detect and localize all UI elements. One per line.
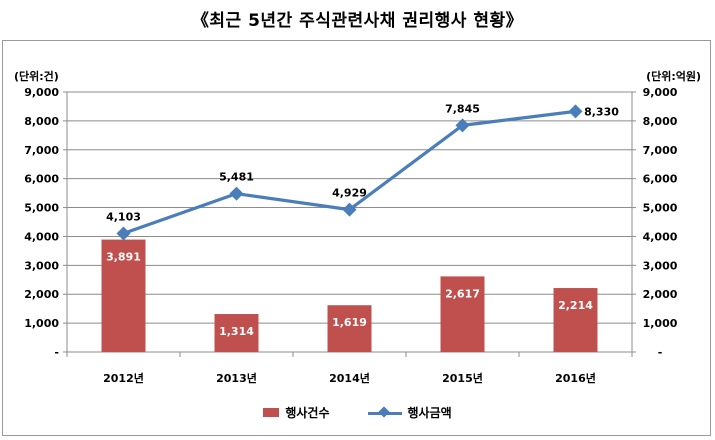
bar	[101, 239, 146, 352]
chart-frame	[2, 40, 711, 436]
right-tick-label: 9,000	[643, 86, 678, 99]
right-tick-label: 2,000	[643, 288, 678, 301]
line-data-label: 8,330	[584, 105, 619, 118]
line-marker	[568, 104, 583, 119]
left-tick-label: -	[54, 346, 59, 359]
right-tick-label: 5,000	[643, 202, 678, 215]
legend-bar-swatch	[263, 408, 280, 417]
line-data-label: 4,929	[332, 187, 367, 200]
x-tick-label: 2016년	[555, 371, 596, 385]
legend-line-swatch	[367, 405, 402, 419]
bar	[214, 314, 259, 352]
line-marker	[229, 186, 244, 201]
line-data-label: 5,481	[219, 171, 254, 184]
legend-item-line: 행사금액	[367, 404, 452, 421]
right-tick-label: 1,000	[643, 317, 678, 330]
left-tick-label: 6,000	[24, 173, 59, 186]
x-tick-label: 2012년	[103, 371, 144, 385]
bar-data-label: 3,891	[106, 251, 141, 264]
right-tick-label: 4,000	[643, 230, 678, 243]
left-tick-label: 8,000	[24, 115, 59, 128]
chart-title: 《최근 5년간 주식관련사채 권리행사 현황》	[191, 11, 524, 31]
left-tick-label: 1,000	[24, 317, 59, 330]
right-tick-label: -	[658, 346, 663, 359]
bar	[440, 276, 485, 352]
legend-label-line: 행사금액	[407, 406, 452, 420]
x-tick-label: 2014년	[329, 371, 370, 385]
x-tick-label: 2013년	[216, 371, 257, 385]
left-tick-label: 3,000	[24, 259, 59, 272]
bar-data-label: 2,617	[445, 287, 480, 300]
line-marker	[342, 202, 357, 217]
right-tick-label: 3,000	[643, 259, 678, 272]
right-tick-label: 8,000	[643, 115, 678, 128]
bar-data-label: 2,214	[558, 299, 593, 312]
left-tick-label: 4,000	[24, 230, 59, 243]
line-marker	[455, 118, 470, 133]
left-tick-label: 2,000	[24, 288, 59, 301]
bar-data-label: 1,619	[332, 316, 367, 329]
line-data-label: 4,103	[106, 210, 141, 223]
right-tick-label: 6,000	[643, 173, 678, 186]
legend: 행사건수 행사금액	[0, 404, 715, 421]
bar	[553, 288, 598, 352]
left-axis-unit: (단위:건)	[14, 70, 59, 83]
left-tick-label: 9,000	[24, 86, 59, 99]
legend-item-bar: 행사건수	[263, 404, 330, 421]
right-tick-label: 7,000	[643, 144, 678, 157]
left-tick-label: 7,000	[24, 144, 59, 157]
line-data-label: 7,845	[445, 102, 480, 115]
bar	[327, 305, 372, 352]
right-axis-unit: (단위:억원)	[646, 70, 701, 83]
line-marker	[116, 226, 131, 241]
left-tick-label: 5,000	[24, 202, 59, 215]
bar-data-label: 1,314	[219, 325, 254, 338]
x-tick-label: 2015년	[442, 371, 483, 385]
legend-label-bar: 행사건수	[285, 406, 330, 420]
